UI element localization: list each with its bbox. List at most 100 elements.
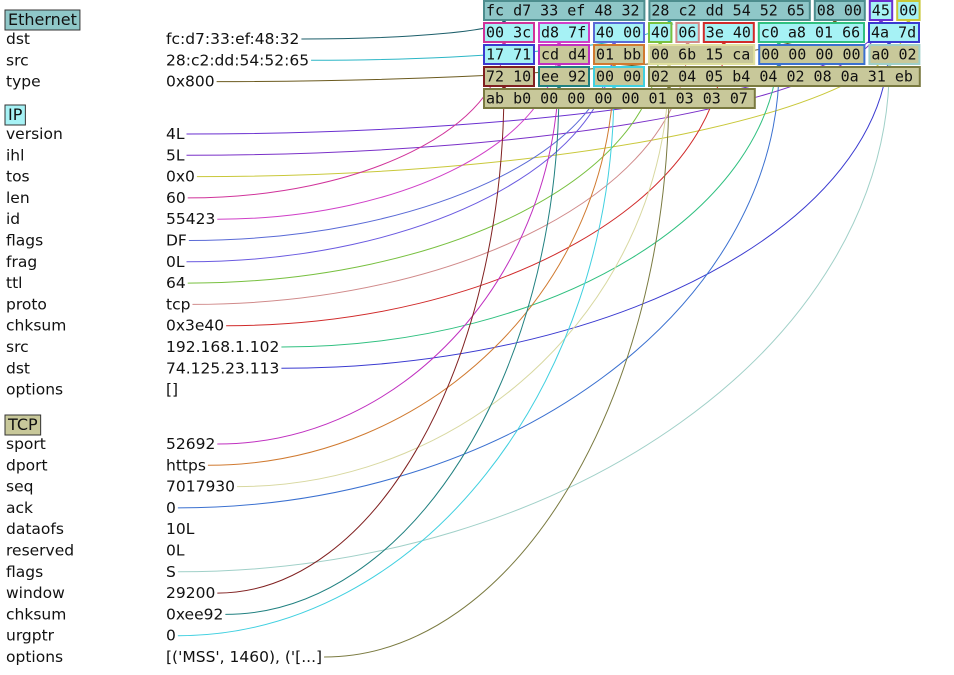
hex-byte-box [648,44,756,65]
field-name: sport [6,435,46,453]
field-row: flags DF [6,232,187,250]
hex-byte-group: ee 92 [538,66,590,87]
field-row: reserved 0L [6,542,185,560]
field-value: 0 [166,499,176,517]
field-name: ihl [6,146,24,164]
field-row: chksum 0x3e40 [6,317,224,335]
hex-byte-text: 40 00 [596,24,641,42]
field-value: 0xee92 [166,605,223,623]
layer-header-tcp: TCP [4,414,42,436]
field-value: [('MSS', 1460), ('[...] [166,648,322,666]
hex-byte-box [758,44,866,65]
field-name: src [6,51,29,69]
hex-byte-group: 00 6b 15 ca [648,44,756,65]
field-value: 64 [166,274,186,292]
layer-header-box [4,414,42,436]
field-row: dataofs 10L [6,520,195,538]
hex-byte-box [813,0,866,21]
hex-byte-box [483,88,756,109]
hex-byte-box [593,22,645,43]
field-value: fc:d7:33:ef:48:32 [166,30,299,48]
hex-byte-box [538,22,590,43]
hex-byte-group: 40 00 [593,22,645,43]
hex-byte-box [648,22,673,43]
hex-byte-text: 17 71 [486,46,531,64]
hex-byte-box [593,44,645,65]
field-name: flags [6,563,43,581]
field-value: 10L [166,520,195,538]
connector-line [217,63,560,445]
field-value: 0 [166,627,176,645]
connector-line [324,85,670,658]
field-row: options [] [6,381,178,399]
hex-byte-group: 08 00 [813,0,866,21]
field-value: https [166,456,206,474]
hex-byte-box [868,44,921,65]
field-row: ack 0 [6,499,176,517]
layer-header-box [4,9,81,31]
field-row: src 192.168.1.102 [6,338,279,356]
hex-byte-box [593,66,645,87]
connector-line [177,63,780,509]
hex-byte-text: 02 04 05 b4 04 02 08 0a 31 eb [651,68,913,86]
field-name: frag [6,253,37,271]
field-row: options [('MSS', 1460), ('[...] [6,648,322,666]
field-row: type 0x800 [6,73,215,91]
field-row: dst fc:d7:33:ef:48:32 [6,30,299,48]
hex-byte-group: 3e 40 [702,22,755,43]
field-value: 0x0 [166,168,195,186]
hex-byte-text: cd d4 [541,46,586,64]
hex-byte-group: 72 10 [483,66,535,87]
hex-byte-text: ab b0 00 00 00 00 01 03 03 07 [486,90,748,108]
hex-byte-text: 45 [872,2,890,20]
field-value: 0x800 [166,73,215,91]
hex-row: 72 10 ee 92 00 00 02 04 05 b4 04 02 08 0a 3… [483,66,921,87]
field-value: 74.125.23.113 [166,359,279,377]
field-name: dst [6,30,30,48]
field-name: src [6,338,29,356]
layer-header-label: TCP [7,415,38,434]
field-name: flags [6,232,43,250]
connector-line [225,85,560,615]
hex-byte-text: 08 00 [817,2,862,20]
layer-header-label: IP [8,105,23,124]
field-value: [] [166,381,178,399]
field-row: chksum 0xee92 [6,605,223,623]
hex-byte-group: fc d7 33 ef 48 32 [483,0,646,21]
field-name: tos [6,168,30,186]
hex-row: 00 3c d8 7f 40 00 40 06 3e 40 c0 a8 01 66 4a 7d [483,22,920,43]
hex-row: ab b0 00 00 00 00 01 03 03 07 [483,88,756,109]
hex-byte-text: fc d7 33 ef 48 32 [486,2,640,20]
field-name: options [6,381,63,399]
layer-header-box [4,104,26,126]
hex-byte-box [538,44,590,65]
field-row: seq 7017930 [6,478,235,496]
hex-byte-text: 4a 7d [871,24,916,42]
field-name: version [6,125,63,143]
field-value: 4L [166,125,185,143]
hex-byte-text: 72 10 [486,68,531,86]
connector-line [177,85,615,637]
field-name: seq [6,478,33,496]
field-row: proto tcp [6,295,190,313]
hex-byte-box [483,44,535,65]
layer-header-label: Ethernet [8,10,77,29]
hex-byte-group: 01 bb [593,44,645,65]
field-value: 0x3e40 [166,317,224,335]
field-row: src 28:c2:dd:54:52:65 [6,51,309,69]
field-name: dport [6,456,48,474]
hex-byte-box [648,66,921,87]
hex-byte-group: a0 02 [868,44,921,65]
field-value: 0L [166,542,185,560]
field-value: 192.168.1.102 [166,338,279,356]
hex-byte-text: 28 c2 dd 54 52 65 [651,2,805,20]
hex-byte-text: 06 [678,24,696,42]
hex-byte-group: 00 00 [593,66,645,87]
connector-line [207,63,615,466]
hex-byte-text: 00 00 00 00 [761,46,860,64]
hex-byte-group: cd d4 [538,44,590,65]
connector-line [301,19,505,40]
field-name: len [6,189,30,207]
hex-byte-text: d8 7f [541,24,586,42]
